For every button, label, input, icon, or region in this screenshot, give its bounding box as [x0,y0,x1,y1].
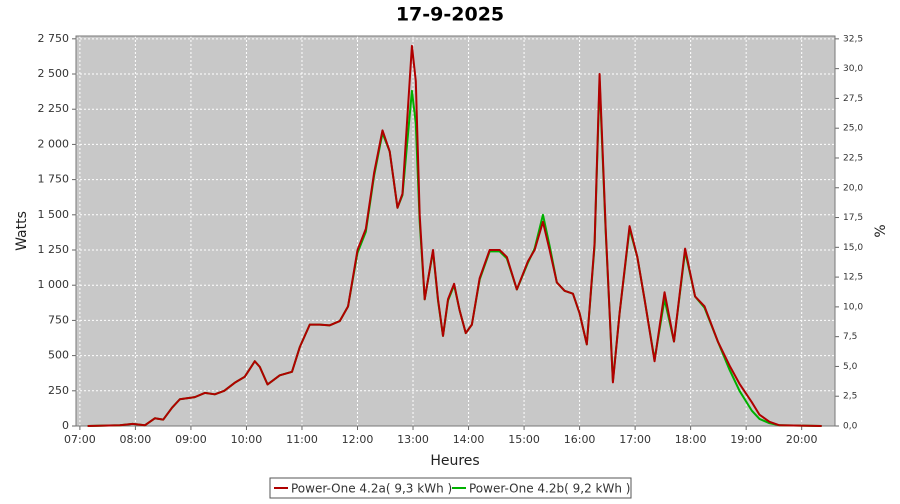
y2-tick-label: 25,0 [843,124,863,134]
y-tick-label: 2 000 [38,137,70,150]
y2-tick-label: 30,0 [843,64,863,74]
y2-tick-label: 10,0 [843,302,863,312]
x-tick-label: 17:00 [619,433,651,446]
y2-tick-label: 22,5 [843,153,863,163]
y-tick-label: 0 [62,419,69,432]
x-tick-label: 07:00 [64,433,96,446]
plot-border [75,35,836,427]
x-tick-label: 20:00 [786,433,818,446]
y2-tick-label: 20,0 [843,183,863,193]
y2-tick-label: 15,0 [843,243,863,253]
y-tick-label: 2 500 [38,67,70,80]
x-tick-label: 19:00 [730,433,762,446]
legend-label: Power-One 4.2b( 9,2 kWh ) [469,482,630,496]
x-tick-label: 09:00 [175,433,207,446]
x-tick-label: 12:00 [342,433,374,446]
legend-label: Power-One 4.2a( 9,3 kWh ) [291,482,452,496]
y-tick-label: 1 750 [38,173,70,186]
x-tick-label: 14:00 [453,433,485,446]
y-tick-label: 1 250 [38,243,70,256]
y2-tick-label: 7,5 [843,332,857,342]
x-tick-label: 08:00 [120,433,152,446]
x-tick-label: 10:00 [231,433,263,446]
y-tick-label: 1 500 [38,208,70,221]
y2-tick-label: 17,5 [843,213,863,223]
y-tick-label: 750 [48,313,69,326]
x-tick-label: 13:00 [397,433,429,446]
y2-tick-label: 12,5 [843,273,863,283]
y2-tick-label: 0,0 [843,422,858,432]
y2-tick-label: 27,5 [843,94,863,104]
y2-tick-label: 32,5 [843,34,863,44]
x-axis-title: Heures [430,453,479,469]
x-tick-label: 15:00 [508,433,540,446]
series-line [87,44,822,427]
y-tick-label: 1 000 [38,278,70,291]
y-tick-label: 250 [48,384,69,397]
chart-title: 17-9-2025 [396,4,504,26]
x-tick-label: 16:00 [564,433,596,446]
legend [269,477,632,499]
y2-tick-label: 5,0 [843,362,858,372]
y2-axis-title: % [873,224,889,237]
y-tick-label: 500 [48,349,69,362]
x-tick-label: 18:00 [675,433,707,446]
y-tick-label: 2 750 [38,32,70,45]
y-axis-title: Watts [14,211,30,251]
y-tick-label: 2 250 [38,102,70,115]
y2-tick-label: 2,5 [843,392,857,402]
plot-area [76,36,835,426]
x-tick-label: 11:00 [286,433,318,446]
